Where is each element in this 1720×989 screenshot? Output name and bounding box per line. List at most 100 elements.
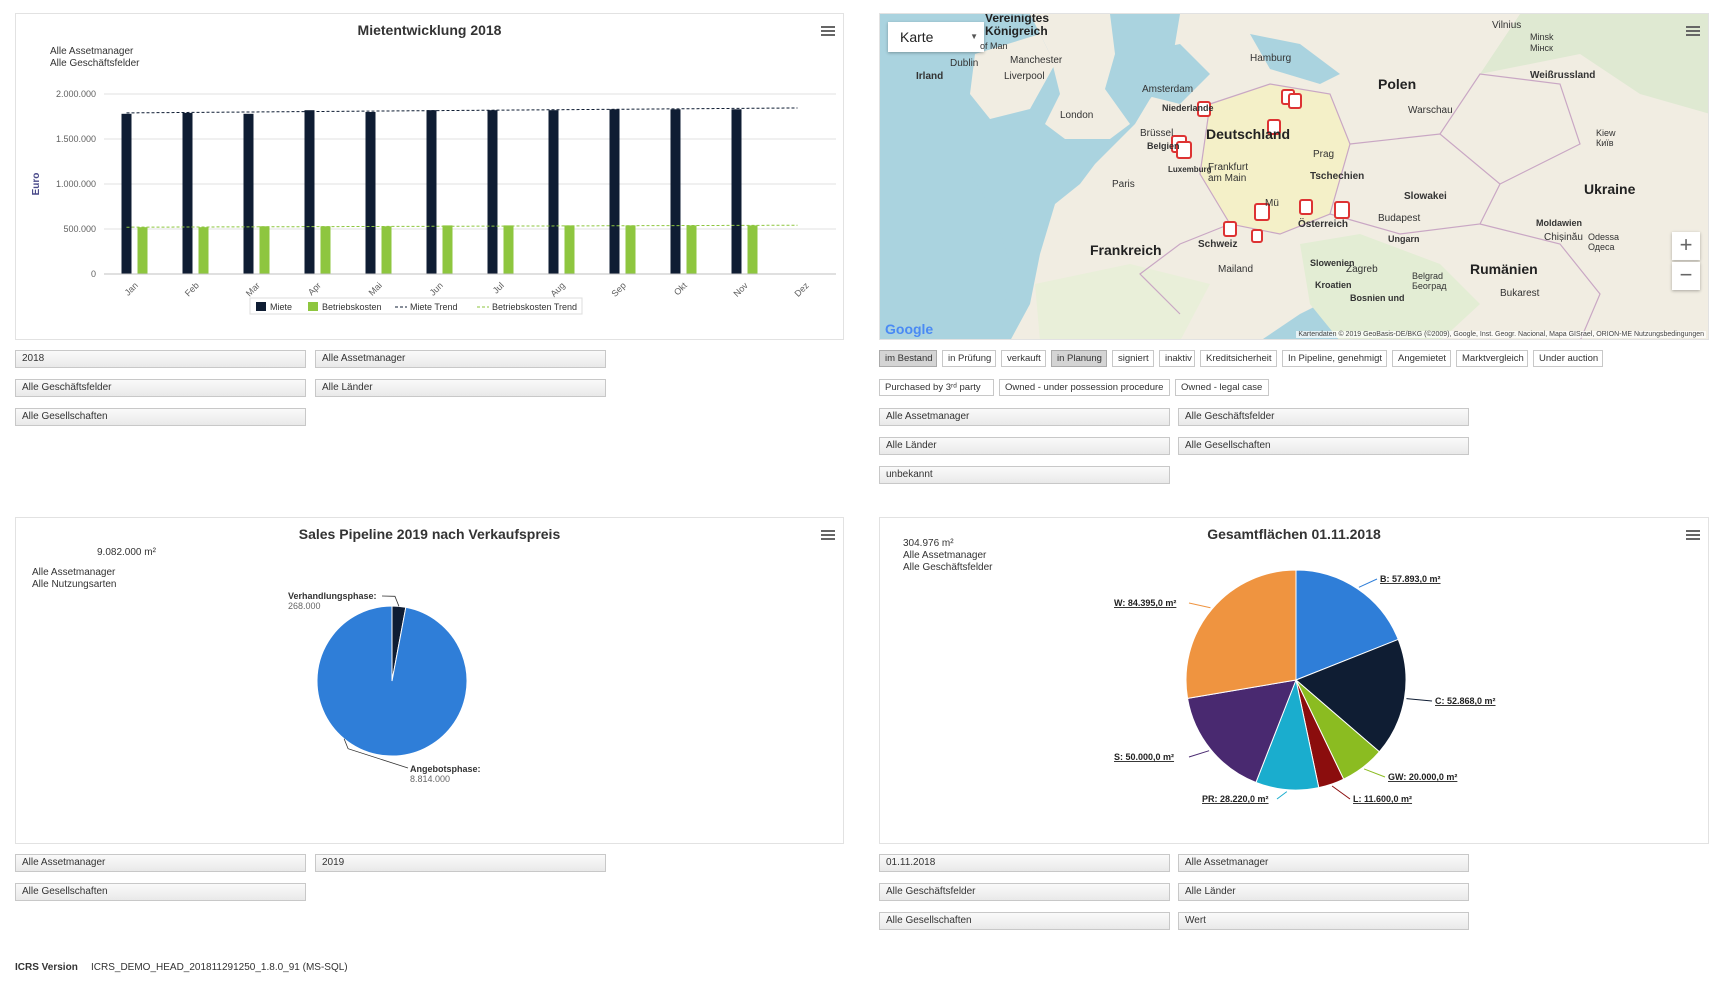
map-label-city: Odessa Одеса: [1588, 232, 1620, 252]
y-tick-label: 2.000.000: [56, 89, 96, 99]
map-panel[interactable]: Karte ▼ Vereinigtes Königreich of Man Ir…: [879, 13, 1709, 340]
trend-line: [126, 107, 798, 114]
status-filter-chip[interactable]: Owned - under possession procedure: [999, 379, 1170, 396]
area-assetmanager-select[interactable]: Alle Assetmanager: [1178, 854, 1469, 872]
status-filter-chip[interactable]: verkauft: [1001, 350, 1046, 367]
x-tick-label: Mai: [367, 280, 384, 297]
map-label-country: Ukraine: [1584, 181, 1636, 197]
map-marker-icon[interactable]: [1197, 101, 1211, 117]
status-filter-chip[interactable]: Purchased by 3ʳᵈ party: [879, 379, 994, 396]
map-country-select[interactable]: Alle Länder: [879, 437, 1170, 455]
rent-subtitle-line: Alle Assetmanager: [50, 46, 134, 57]
x-tick-label: Jul: [491, 280, 506, 295]
status-filter-chip[interactable]: in Planung: [1051, 350, 1107, 367]
chevron-down-icon: ▼: [970, 32, 978, 41]
map-label-country: Schweiz: [1198, 239, 1238, 250]
status-filter-chip[interactable]: In Pipeline, genehmigt: [1282, 350, 1387, 367]
map-label-city: Zagreb: [1346, 264, 1378, 275]
map-company-select[interactable]: Alle Gesellschaften: [1178, 437, 1469, 455]
status-filter-chip[interactable]: signiert: [1112, 350, 1154, 367]
map-label-country: Moldawien: [1536, 218, 1583, 228]
sales-subtitle-line: Alle Nutzungsarten: [32, 579, 117, 590]
sales-subtitle-line: Alle Assetmanager: [32, 567, 116, 578]
bar: [731, 109, 742, 274]
sales-pipeline-menu-icon[interactable]: [821, 528, 835, 542]
pie-slice: [1295, 569, 1399, 681]
area-country-select[interactable]: Alle Länder: [1178, 883, 1469, 901]
map-label-country: Frankreich: [1090, 242, 1162, 258]
map-label-city: London: [1060, 110, 1094, 121]
map-menu-icon[interactable]: [1686, 24, 1700, 38]
area-businessfield-select[interactable]: Alle Geschäftsfelder: [879, 883, 1170, 901]
map-unknown-select[interactable]: unbekannt: [879, 466, 1170, 484]
map-marker-icon[interactable]: [1176, 141, 1192, 159]
x-tick-label: Dez: [793, 280, 812, 299]
map-label-country: Slowakei: [1404, 191, 1447, 202]
status-filter-chip[interactable]: Owned - legal case: [1175, 379, 1269, 396]
map-marker-icon[interactable]: [1223, 221, 1237, 237]
area-subtitle-line: Alle Geschäftsfelder: [903, 562, 993, 573]
sales-pipeline-panel: Sales Pipeline 2019 nach Verkaufspreis 9…: [15, 517, 844, 844]
y-tick-label: 1.000.000: [56, 179, 96, 189]
status-filter-chip[interactable]: Marktvergleich: [1456, 350, 1528, 367]
map-attribution[interactable]: Kartendaten © 2019 GeoBasis-DE/BKG (©200…: [1296, 331, 1706, 338]
total-area-panel: Gesamtflächen 01.11.2018 304.976 m² Alle…: [879, 517, 1709, 844]
map-label-city: Vilnius: [1492, 20, 1522, 31]
map-label-country: Deutschland: [1206, 126, 1291, 142]
sales-company-select[interactable]: Alle Gesellschaften: [15, 883, 306, 901]
map-label-country: Weißrussland: [1530, 70, 1596, 81]
area-value-select[interactable]: Wert: [1178, 912, 1469, 930]
map-label-city: Belgrad Београд: [1412, 271, 1447, 291]
zoom-in-button[interactable]: +: [1672, 232, 1700, 260]
rent-businessfield-select[interactable]: Alle Geschäftsfelder: [15, 379, 306, 397]
zoom-out-button[interactable]: −: [1672, 262, 1700, 290]
legend-box: [249, 297, 583, 315]
map-label-city: Manchester: [1010, 55, 1063, 66]
rent-year-select[interactable]: 2018: [15, 350, 306, 368]
map-label-city: Frankfurt am Main: [1208, 162, 1249, 184]
bar: [121, 113, 132, 274]
total-area-title: Gesamtflächen 01.11.2018: [1207, 526, 1381, 542]
sales-assetmanager-select[interactable]: Alle Assetmanager: [15, 854, 306, 872]
bar: [609, 109, 620, 274]
y-tick-label: 0: [91, 269, 96, 279]
map-label-country: Polen: [1378, 76, 1417, 92]
rent-assetmanager-select[interactable]: Alle Assetmanager: [315, 350, 606, 368]
status-filter-chip[interactable]: Kreditsicherheit: [1200, 350, 1277, 367]
total-area-pie-chart: B: 57.893,0 m² C: 52.868,0 m² GW: 20.000,0…: [1114, 569, 1496, 804]
data-label: C: 52.868,0 m²: [1435, 696, 1496, 706]
status-filter-chip[interactable]: im Bestand: [879, 350, 937, 367]
status-filter-chip[interactable]: Angemietet: [1392, 350, 1451, 367]
map-assetmanager-select[interactable]: Alle Assetmanager: [879, 408, 1170, 426]
rent-chart-menu-icon[interactable]: [821, 24, 835, 38]
area-date-select[interactable]: 01.11.2018: [879, 854, 1170, 872]
status-filter-chip[interactable]: Under auction: [1533, 350, 1603, 367]
status-filter-chip[interactable]: in Prüfung: [942, 350, 996, 367]
map-label-city: of Man: [980, 41, 1008, 51]
rent-country-select[interactable]: Alle Länder: [315, 379, 606, 397]
sales-pie-chart: Verhandlungsphase:268.000 Angebotsphase:8…: [288, 591, 481, 784]
status-filter-chip[interactable]: inaktiv: [1159, 350, 1195, 367]
map-label-city: Budapest: [1378, 213, 1421, 224]
google-logo: Google: [885, 321, 934, 337]
area-subtitle-line: 304.976 m²: [903, 538, 954, 549]
map-type-select[interactable]: Karte ▼: [888, 22, 984, 52]
map-marker-icon[interactable]: [1288, 93, 1302, 109]
area-company-select[interactable]: Alle Gesellschaften: [879, 912, 1170, 930]
bar: [182, 112, 193, 275]
map-marker-icon[interactable]: [1251, 229, 1263, 243]
total-area-menu-icon[interactable]: [1686, 528, 1700, 542]
map-marker-icon[interactable]: [1267, 119, 1281, 135]
sales-year-select[interactable]: 2019: [315, 854, 606, 872]
data-label: L: 11.600,0 m²: [1353, 794, 1412, 804]
map-label-city: Brüssel: [1140, 128, 1174, 139]
bar: [625, 225, 636, 274]
map-marker-icon[interactable]: [1254, 203, 1270, 221]
x-tick-label: Aug: [549, 280, 567, 298]
rent-company-select[interactable]: Alle Gesellschaften: [15, 408, 306, 426]
map-marker-icon[interactable]: [1299, 199, 1313, 215]
map-marker-icon[interactable]: [1334, 201, 1350, 219]
map-businessfield-select[interactable]: Alle Geschäftsfelder: [1178, 408, 1469, 426]
map-canvas[interactable]: [880, 14, 1709, 340]
y-tick-label: 500.000: [63, 224, 96, 234]
